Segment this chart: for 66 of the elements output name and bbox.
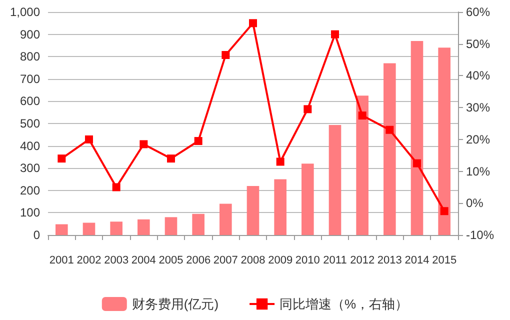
bar [192,214,204,235]
y-tick-label: 800 [20,50,40,64]
point [386,126,394,134]
point [304,105,312,114]
x-tick-label: 2003 [104,254,129,266]
point [331,30,339,38]
bar [438,48,450,235]
y-tick-label: 300 [20,161,40,176]
bar [246,186,260,235]
x-tick-label: 2007 [213,254,238,266]
y2-tick-label: 50% [466,36,490,51]
x-tick-label: 2001 [49,254,74,266]
x-tick-label: 2015 [432,254,457,266]
y-tick-label: 500 [20,116,40,130]
y2-tick-label: 10% [466,164,490,178]
point [249,19,257,28]
y-tick-label: 400 [20,138,40,153]
bar [220,204,232,235]
y2-tick-label: 40% [466,68,490,83]
legend-label: 财务费用(亿元) [132,296,219,312]
bar [356,96,368,235]
point [413,159,421,168]
x-tick-label: 2011 [323,254,347,266]
point [85,135,93,144]
point [58,154,66,163]
y2-tick-label: 60% [466,5,490,19]
y-tick-label: 200 [20,183,40,198]
bar [138,219,150,235]
x-tick-label: 2004 [131,254,156,266]
x-tick-label: 2005 [158,254,184,266]
y-tick-label: 600 [20,94,40,108]
point [358,112,366,120]
point [112,183,120,192]
point [167,154,175,163]
y-tick-label: 900 [20,27,40,42]
y2-tick-label: 20% [466,132,490,146]
point [140,140,148,148]
y-tick-label: 100 [20,206,40,220]
x-tick-label: 2012 [350,254,375,266]
bar [164,217,178,235]
y-tick-label: 1,000 [10,5,40,19]
x-tick-label: 2014 [404,254,430,266]
bar [110,222,122,235]
point [440,207,448,216]
x-tick-label: 2008 [240,254,266,266]
x-tick-label: 2002 [76,254,102,266]
point [194,137,202,146]
bar [328,125,342,235]
y2-tick-label: -10% [466,228,494,242]
point [222,51,230,60]
bar [82,222,96,235]
bar [274,179,286,235]
x-tick-label: 2006 [186,254,211,266]
bar [410,40,424,235]
bar [302,164,314,235]
y-tick-label: 0 [33,228,40,242]
y2-tick-label: 30% [466,100,490,115]
point [276,158,284,166]
bar [56,224,68,235]
x-tick-label: 2013 [377,254,402,266]
x-tick-label: 2009 [268,254,293,266]
x-tick-label: 2010 [295,254,320,266]
legend-label: 同比增速（%，右轴） [280,296,408,312]
y-tick-label: 700 [20,72,40,86]
y2-tick-label: 0% [466,196,484,210]
bar [384,63,396,235]
